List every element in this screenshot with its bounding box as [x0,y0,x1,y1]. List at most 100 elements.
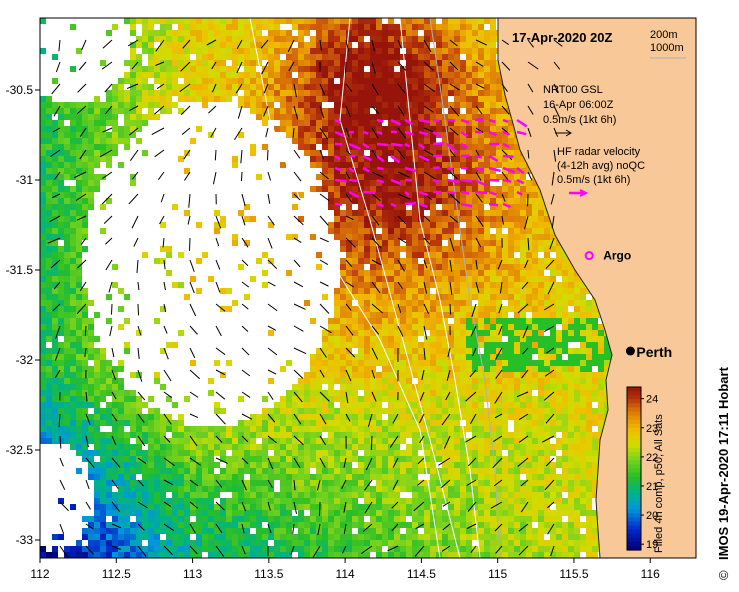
sst-cell [58,420,64,426]
sst-cell [472,168,478,174]
sst-cell [196,90,202,96]
sst-cell [76,114,82,120]
sst-cell [46,192,52,198]
sst-cell [136,18,142,24]
sst-cell [406,240,412,246]
sst-cell [502,342,508,348]
sst-cell [508,276,514,282]
sst-cell [88,144,94,150]
sst-cell [568,372,574,378]
sst-cell [244,42,250,48]
sst-cell [124,96,130,102]
sst-cell [346,72,352,78]
sst-cell [334,192,340,198]
sst-cell [334,324,340,330]
sst-cell [460,156,466,162]
sst-cell [592,396,598,402]
sst-cell [430,318,436,324]
sst-cell [436,54,442,60]
sst-cell [274,408,280,414]
sst-cell [76,372,82,378]
sst-cell [172,102,178,108]
sst-cell [310,408,316,414]
sst-cell [184,396,190,402]
sst-cell [544,222,550,228]
sst-cell [412,150,418,156]
sst-cell [304,132,310,138]
sst-cell [178,18,184,24]
sst-cell [514,210,520,216]
sst-cell [328,342,334,348]
sst-cell [442,216,448,222]
sst-cell [388,312,394,318]
sst-cell [478,144,484,150]
sst-cell [418,384,424,390]
sst-cell [532,372,538,378]
sst-cell [172,90,178,96]
sst-cell [448,312,454,318]
sst-cell [328,60,334,66]
sst-cell [76,426,82,432]
sst-cell [430,18,436,24]
sst-cell [466,300,472,306]
sst-cell [352,378,358,384]
sst-cell [550,384,556,390]
sst-cell [82,102,88,108]
sst-cell [382,318,388,324]
sst-cell [394,36,400,42]
sst-cell [322,168,328,174]
sst-cell [556,426,562,432]
sst-cell [346,60,352,66]
sst-cell [94,336,100,342]
sst-cell [40,414,46,420]
sst-cell [46,258,52,264]
sst-cell [274,420,280,426]
sst-cell [466,420,472,426]
sst-cell [442,336,448,342]
sst-cell [322,54,328,60]
sst-cell [370,216,376,222]
sst-cell [484,408,490,414]
sst-cell [172,426,178,432]
sst-cell [562,306,568,312]
sst-cell [364,270,370,276]
sst-cell [280,420,286,426]
sst-cell [142,114,148,120]
sst-cell [274,72,280,78]
sst-cell [532,318,538,324]
sst-cell [52,402,58,408]
sst-cell [430,240,436,246]
sst-cell [436,234,442,240]
sst-cell [418,354,424,360]
sst-cell [298,96,304,102]
sst-cell [550,318,556,324]
sst-cell [550,270,556,276]
sst-cell [466,354,472,360]
sst-cell [454,186,460,192]
sst-cell [160,432,166,438]
sst-cell [94,150,100,156]
sst-cell [40,372,46,378]
sst-cell [82,180,88,186]
sst-cell [424,90,430,96]
sst-cell [208,90,214,96]
sst-cell [484,240,490,246]
sst-cell [262,54,268,60]
sst-cell [508,384,514,390]
sst-cell [346,396,352,402]
sst-cell [550,366,556,372]
sst-cell [448,114,454,120]
sst-cell [532,384,538,390]
sst-cell [472,54,478,60]
sst-cell [406,198,412,204]
sst-cell [112,426,118,432]
sst-cell [292,138,298,144]
sst-cell [364,138,370,144]
sst-cell [124,114,130,120]
sst-cell [328,78,334,84]
sst-cell [508,294,514,300]
sst-cell [52,162,58,168]
sst-cell [436,306,442,312]
sst-cell [76,330,82,336]
sst-cell [598,348,604,354]
